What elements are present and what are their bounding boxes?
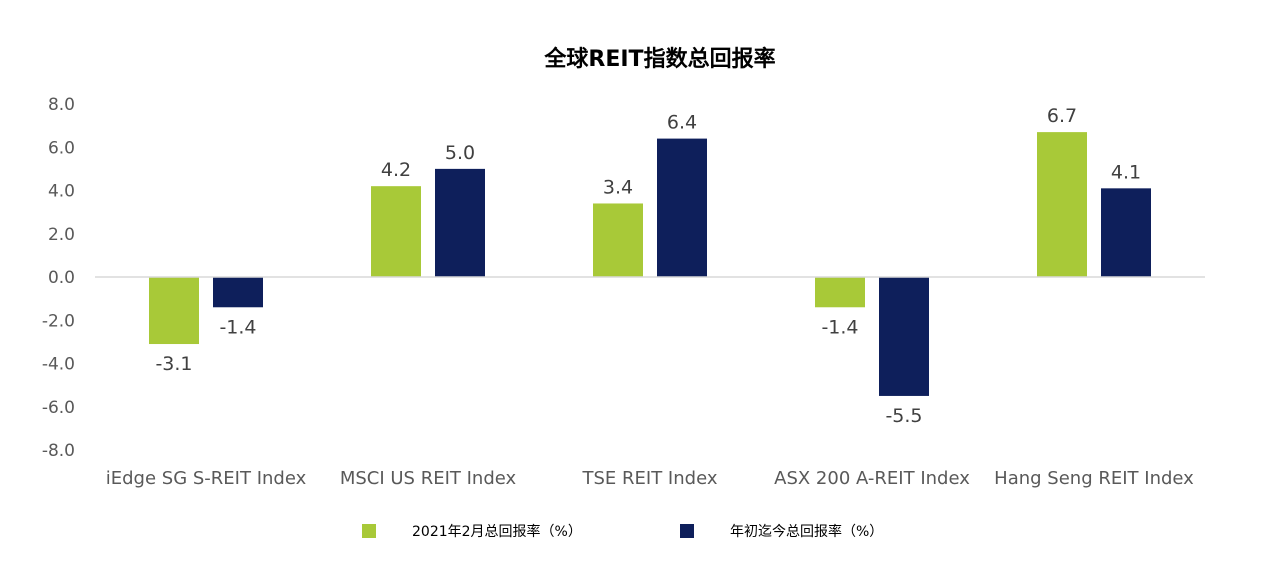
y-axis: 8.0 6.0 4.0 2.0 0.0 -2.0 -4.0 -6.0 -8.0 [42,95,75,461]
y-tick-label: -8.0 [42,441,75,461]
bar-ytd [657,138,707,277]
bar-ytd [435,168,485,277]
bar-feb-2021 [1037,132,1087,277]
y-tick-label: -2.0 [42,311,75,331]
chart-title: 全球REIT指数总回报率 [543,46,775,72]
y-tick-label: -4.0 [42,355,75,375]
bar-feb-2021 [371,186,421,277]
data-label: -5.5 [885,405,922,427]
y-tick-label: 6.0 [48,138,75,158]
y-tick-label: 2.0 [48,225,75,245]
bar-ytd [1101,188,1151,277]
data-label: 6.7 [1047,105,1077,127]
bar-feb-2021 [149,277,199,345]
data-label: -1.4 [821,316,858,338]
data-label: -1.4 [219,316,256,338]
data-label: 4.1 [1111,161,1141,183]
y-tick-label: 8.0 [48,95,75,115]
bar-feb-2021 [815,277,865,308]
bar-ytd [879,277,929,396]
y-tick-label: 0.0 [48,268,75,288]
legend-label: 2021年2月总回报率（%） [412,523,582,540]
x-axis: iEdge SG S-REIT Index MSCI US REIT Index T… [106,468,1194,489]
legend-swatch [680,524,694,538]
x-tick-label: TSE REIT Index [582,468,718,489]
y-tick-label: 4.0 [48,182,75,202]
data-label: 4.2 [381,159,411,181]
x-tick-label: Hang Seng REIT Index [994,468,1194,489]
x-tick-label: MSCI US REIT Index [340,468,517,489]
bar-ytd [213,277,263,308]
data-label: 6.4 [667,112,697,134]
data-label: -3.1 [155,353,192,375]
legend: 2021年2月总回报率（%） 年初迄今总回报率（%） [362,523,883,540]
legend-swatch [362,524,376,538]
data-label: 5.0 [445,142,475,164]
plot-area: -3.1 -1.4 4.2 5.0 3.4 6.4 -1.4 -5.5 6.7 4.1 [95,105,1205,427]
x-tick-label: iEdge SG S-REIT Index [106,468,307,489]
legend-label: 年初迄今总回报率（%） [730,523,883,540]
y-tick-label: -6.0 [42,398,75,418]
x-tick-label: ASX 200 A-REIT Index [774,468,970,489]
bar-feb-2021 [593,203,643,277]
data-label: 3.4 [603,176,633,198]
